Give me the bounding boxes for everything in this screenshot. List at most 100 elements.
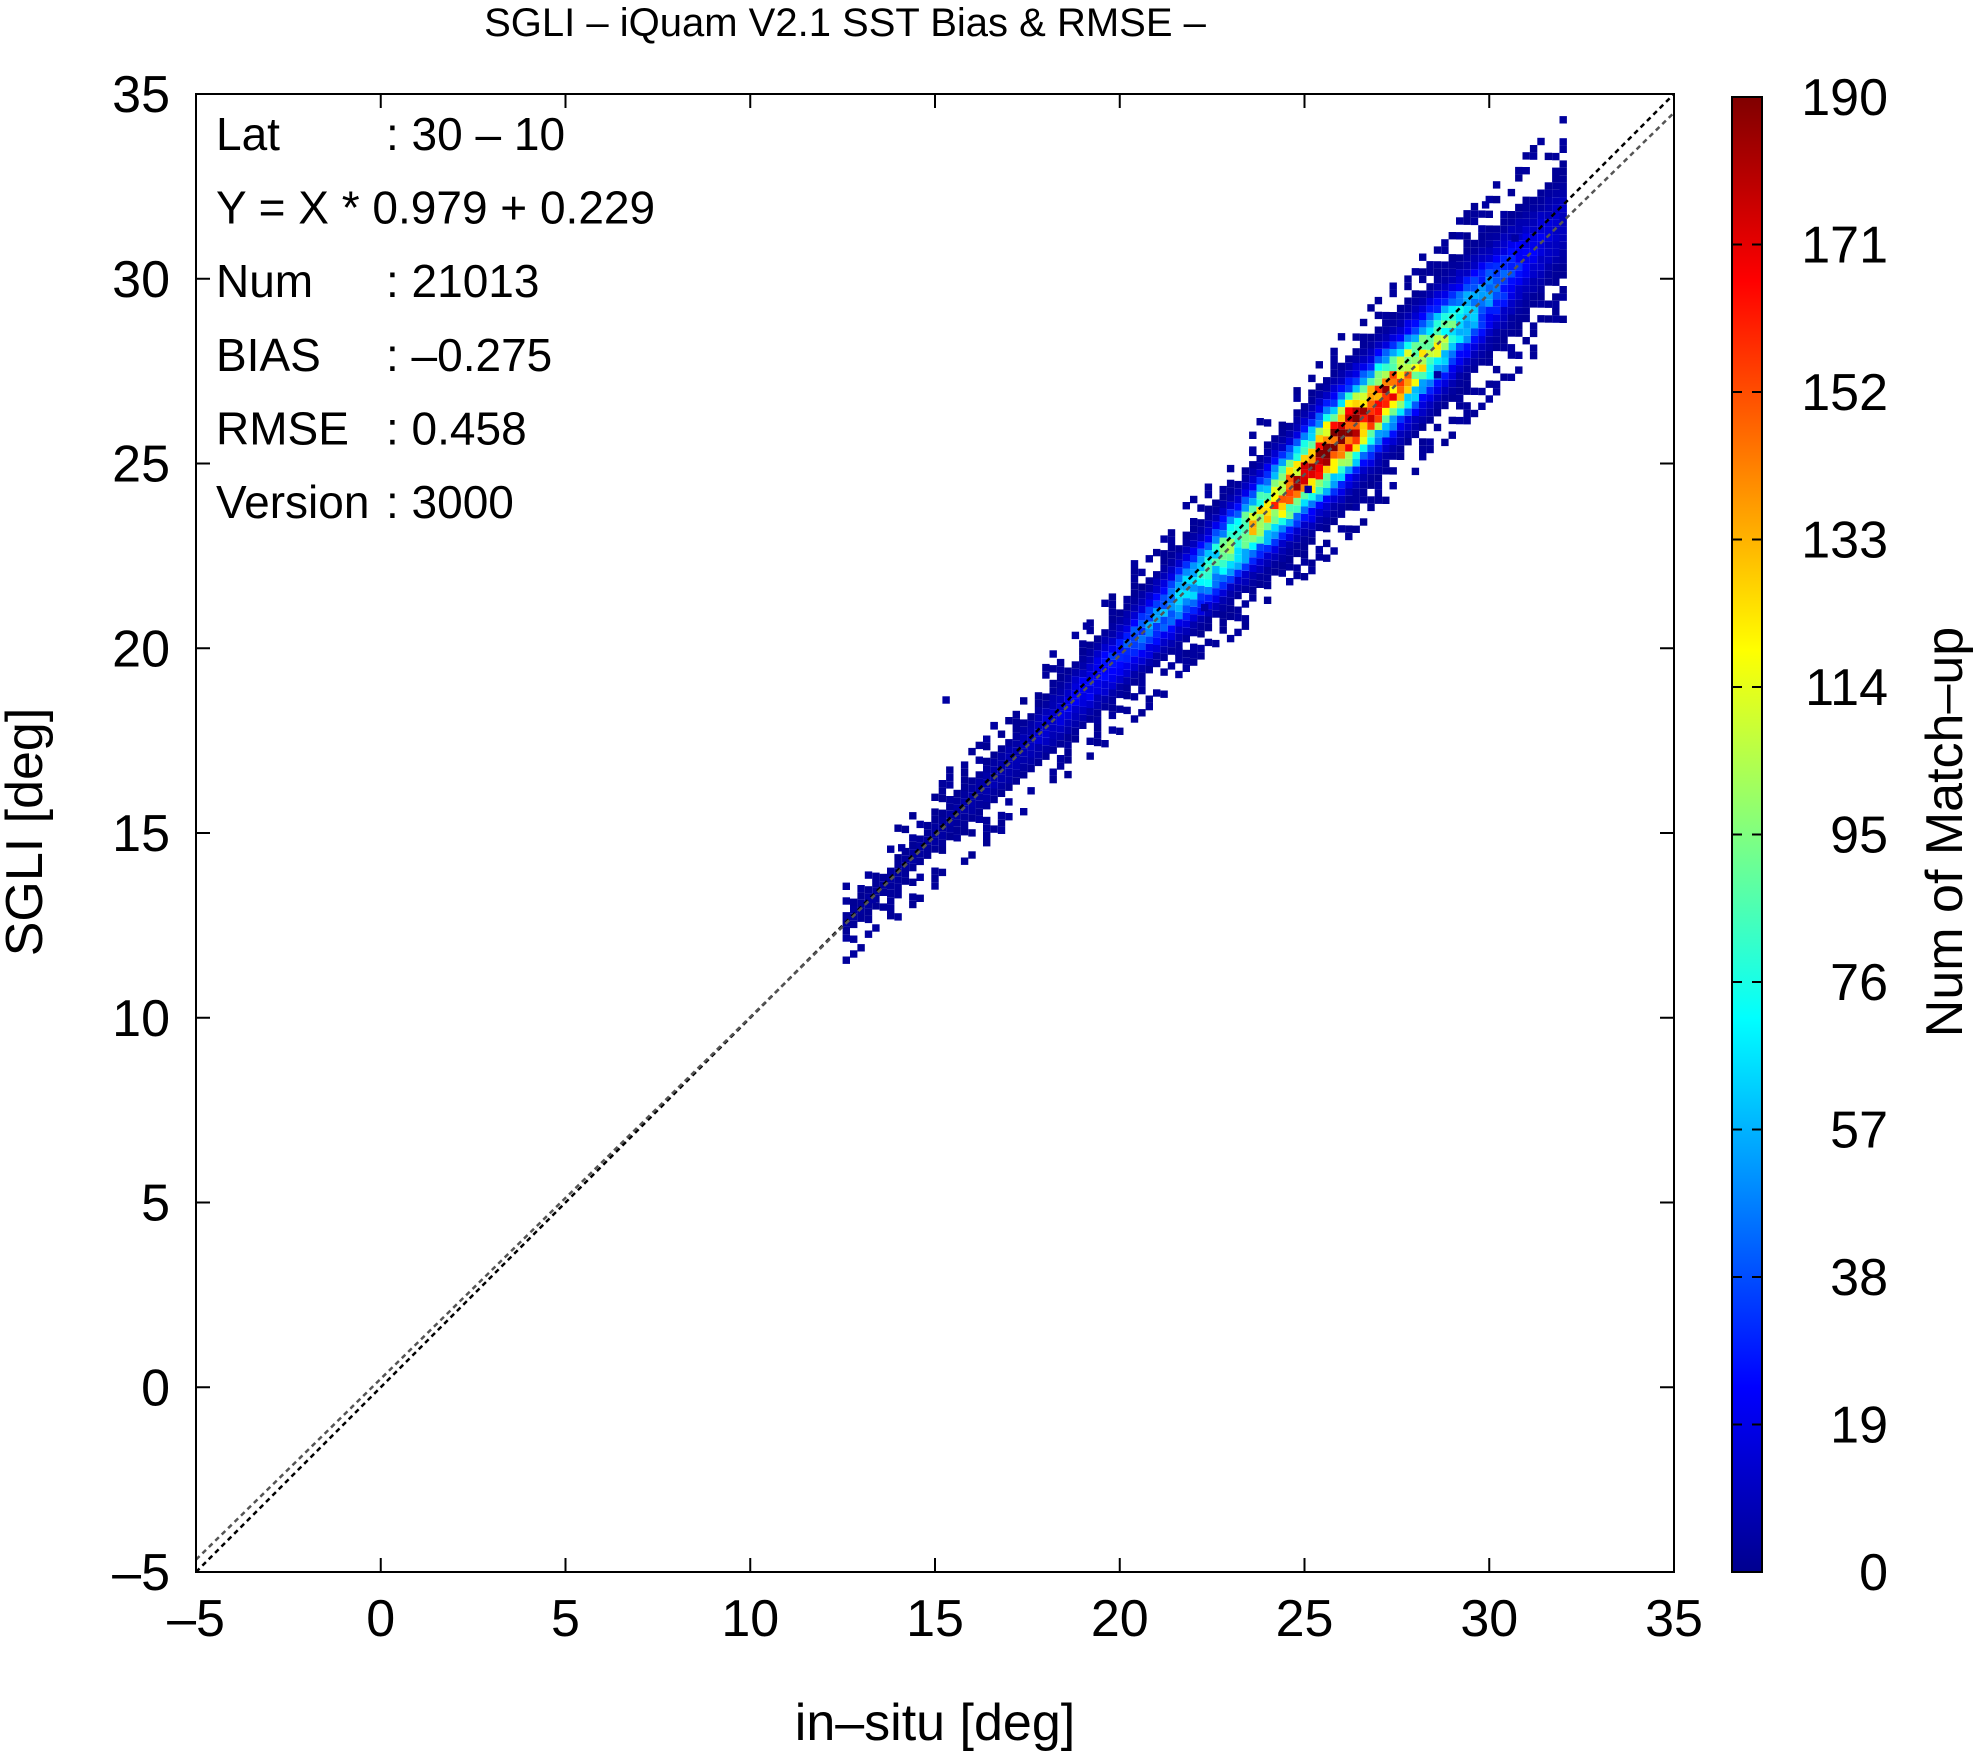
heatmap-cell [1005,798,1013,806]
heatmap-cell [938,839,947,847]
heatmap-cell [1396,319,1405,327]
heatmap-cell [1507,218,1516,226]
heatmap-cell [1419,342,1427,350]
heatmap-cell [1456,350,1464,358]
heatmap-cell [1315,383,1323,391]
heatmap-cell [1130,589,1139,598]
heatmap-cell [1478,291,1486,300]
heatmap-cell [1559,263,1567,272]
heatmap-cell [1086,708,1094,716]
heatmap-cell [1433,409,1442,417]
heatmap-cell [1086,752,1094,760]
heatmap-cell [1241,541,1250,549]
heatmap-cell [1241,600,1250,608]
heatmap-cell [1256,528,1264,537]
heatmap-cell [1308,537,1316,545]
heatmap-cell [1042,745,1050,753]
heatmap-cell [1492,284,1501,292]
heatmap-cell [1101,680,1109,689]
heatmap-cell [1544,182,1553,190]
heatmap-cell [1278,495,1286,503]
heatmap-cell [1478,284,1486,292]
heatmap-cell [1330,495,1338,503]
heatmap-cell [938,817,947,825]
heatmap-cell [1352,496,1360,504]
heatmap-cell [1323,510,1331,518]
heatmap-cell [1116,675,1124,684]
heatmap-cell [1337,525,1346,533]
heatmap-cell [1411,379,1420,387]
heatmap-cell [1130,634,1139,642]
heatmap-cell [1300,491,1309,500]
heatmap-cell [1219,508,1227,516]
heatmap-cell [1470,343,1479,351]
heatmap-cell [1123,677,1131,685]
heatmap-cell [968,814,976,822]
heatmap-cell [1500,292,1508,300]
heatmap-cell [1456,402,1464,410]
heatmap-cell [1226,612,1235,621]
heatmap-cell [1463,254,1471,262]
heatmap-cell [1404,401,1412,409]
heatmap-cell [1286,489,1294,497]
heatmap-cell [1190,584,1198,592]
heatmap-cell [1507,284,1516,293]
heatmap-cell [1212,610,1220,618]
heatmap-cell [1359,333,1368,341]
heatmap-cell [1293,461,1301,469]
heatmap-cell [1190,651,1198,659]
heatmap-cell [1330,547,1338,555]
heatmap-cell [1500,307,1508,315]
heatmap-cell [1515,292,1523,300]
heatmap-cell [1419,334,1427,343]
heatmap-cell [1315,553,1323,561]
heatmap-cell [1367,429,1375,438]
heatmap-cell [968,792,976,800]
heatmap-cell [1389,437,1397,445]
heatmap-cell [1374,326,1383,334]
heatmap-cell [1448,342,1456,351]
heatmap-cell [1271,538,1279,547]
heatmap-cell [1049,679,1057,688]
heatmap-cell [1470,365,1479,373]
heatmap-cell [1485,328,1493,337]
heatmap-cell [1448,387,1456,395]
heatmap-cell [1330,421,1338,429]
heatmap-cell [1278,525,1286,533]
heatmap-cell [1419,357,1427,365]
heatmap-cell [960,776,969,784]
heatmap-cell [1529,226,1538,234]
heatmap-cell [1027,713,1035,721]
heatmap-cell [1374,356,1383,364]
heatmap-cell [894,883,902,891]
heatmap-cell [1337,503,1346,511]
heatmap-cell [909,863,917,872]
heatmap-cell [1419,386,1427,394]
heatmap-cell [1552,278,1560,286]
heatmap-cell [1256,573,1264,581]
heatmap-cell [1352,363,1360,371]
heatmap-cell [857,899,865,908]
heatmap-cell [1559,286,1567,294]
heatmap-cell [1293,475,1301,484]
heatmap-cell [857,907,865,915]
heatmap-cell [1411,364,1420,372]
heatmap-cell [1278,451,1286,459]
heatmap-cell [1315,449,1323,458]
heatmap-cell [1396,312,1405,320]
heatmap-cell [1441,283,1449,291]
x-tick-label: 15 [906,1590,964,1648]
heatmap-cell [1005,717,1013,725]
heatmap-cell [1448,357,1456,365]
heatmap-cell [1433,276,1442,284]
heatmap-cell [1433,268,1442,276]
colorbar-tick-label: 76 [1830,954,1888,1012]
heatmap-cell [1064,748,1072,757]
heatmap-cell [1396,452,1405,460]
heatmap-cell [1419,408,1427,417]
heatmap-cell [1359,363,1368,371]
heatmap-cell [1071,683,1080,691]
heatmap-cell [1056,755,1065,763]
heatmap-cell [1138,709,1146,717]
